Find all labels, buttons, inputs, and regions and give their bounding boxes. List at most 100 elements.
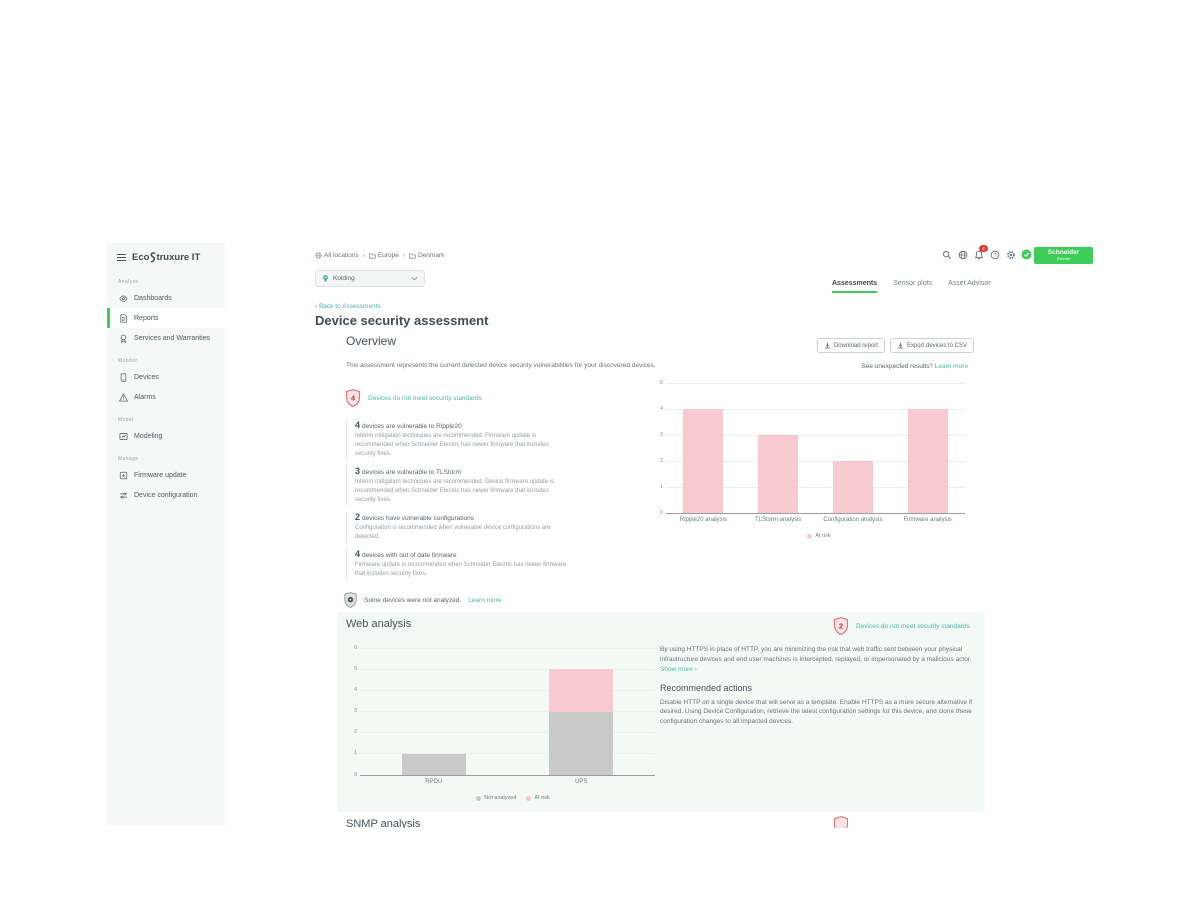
settings-gear-icon[interactable] bbox=[1005, 249, 1016, 260]
web-analysis-panel: Web analysis 2 Devices do not meet secur… bbox=[337, 612, 985, 812]
sidebar-item-modeling[interactable]: Modeling bbox=[107, 426, 225, 446]
page-title: Device security assessment bbox=[315, 313, 489, 328]
breadcrumb-item-europe[interactable]: Europe bbox=[369, 252, 399, 259]
gray-shield-icon bbox=[344, 592, 357, 608]
finding-count: 4 bbox=[355, 549, 361, 559]
overview-chart-xlabels: Ripple20 analysis TLStorm analysis Configu… bbox=[666, 517, 972, 525]
y-tick-label: 2 bbox=[353, 729, 357, 736]
help-icon[interactable]: ? bbox=[989, 249, 1000, 260]
location-selector-value: Kolding bbox=[333, 275, 355, 282]
language-globe-icon[interactable] bbox=[957, 249, 968, 260]
finding-devices-are-vulnerable-to-tlstorm: 3 devices are vulnerable to TLStorm Interi… bbox=[346, 466, 582, 505]
sidebar-item-alarms[interactable]: Alarms bbox=[107, 387, 225, 407]
sidebar-item-label: Devices bbox=[134, 373, 159, 381]
web-analysis-description: By using HTTPS in place of HTTP, you are… bbox=[660, 646, 972, 663]
finding-count: 3 bbox=[355, 466, 361, 476]
sidebar-item-reports[interactable]: Reports bbox=[107, 308, 225, 328]
modeling-icon bbox=[118, 432, 128, 441]
breadcrumb-item-all-locations[interactable]: All locations bbox=[315, 252, 359, 259]
web-analysis-security-badge: 2 Devices do not meet security standards bbox=[834, 617, 970, 635]
legend-dot bbox=[476, 795, 482, 801]
finding-description: Interim mitigation techniques are recomm… bbox=[355, 479, 555, 503]
y-tick-label: 5 bbox=[659, 379, 663, 386]
y-tick-label: 6 bbox=[353, 644, 357, 651]
y-tick-label: 5 bbox=[353, 665, 357, 672]
overview-badge-label[interactable]: Devices do not meet security standards bbox=[368, 394, 482, 402]
bar-at-risk-tlstorm-analysis bbox=[758, 435, 799, 513]
sidebar-item-label: Alarms bbox=[134, 393, 156, 401]
legend-dot bbox=[807, 533, 813, 539]
gridline bbox=[360, 689, 655, 691]
red-shield-icon: 4 bbox=[346, 389, 360, 407]
not-analyzed-learn-more-link[interactable]: Learn more bbox=[468, 596, 502, 604]
gridline bbox=[666, 460, 965, 462]
unexpected-learn-more-link[interactable]: Learn more bbox=[934, 363, 968, 370]
notifications-bell-icon[interactable]: 4 bbox=[973, 245, 988, 260]
overview-buttons: Download report Export devices to CSV bbox=[816, 338, 974, 353]
gridline bbox=[360, 753, 655, 755]
sidebar-item-services-and-warranties[interactable]: Services and Warranties bbox=[107, 328, 225, 348]
sidebar-item-device-configuration[interactable]: Device configuration bbox=[107, 485, 225, 505]
tab-bar: Assessments Sensor plots Asset Advisor bbox=[832, 280, 990, 293]
x-category-label: RPDU bbox=[425, 779, 443, 785]
firmware-icon bbox=[118, 471, 128, 480]
sidebar-nav: Analyze Dashboards Reports Services and War… bbox=[107, 269, 225, 505]
download-report-button[interactable]: Download report bbox=[816, 338, 885, 353]
breadcrumb-item-denmark[interactable]: Denmark bbox=[409, 252, 444, 259]
sidebar-item-devices[interactable]: Devices bbox=[107, 367, 225, 387]
overview-intro-text: This assessment represents the current d… bbox=[346, 362, 656, 369]
legend-item-at-risk: At risk bbox=[526, 795, 550, 801]
chevron-down-icon bbox=[411, 276, 418, 281]
hamburger-menu-icon[interactable] bbox=[117, 253, 126, 262]
services-icon bbox=[118, 334, 128, 343]
bar-not-analyzed-ups bbox=[549, 711, 614, 775]
export-csv-button[interactable]: Export devices to CSV bbox=[889, 338, 974, 353]
globe-icon bbox=[315, 252, 322, 259]
show-more-link[interactable]: Show more › bbox=[660, 665, 697, 673]
overview-security-badge: 4 Devices do not meet security standards bbox=[346, 389, 482, 407]
gridline bbox=[666, 486, 965, 488]
web-chart-xlabels: RPDU UPS bbox=[360, 779, 666, 787]
svg-text:4: 4 bbox=[351, 393, 356, 402]
alarms-icon bbox=[118, 392, 128, 402]
tab-asset-advisor[interactable]: Asset Advisor bbox=[948, 280, 991, 287]
search-icon[interactable] bbox=[941, 249, 952, 260]
sidebar-item-dashboards[interactable]: Dashboards bbox=[107, 288, 225, 308]
finding-devices-are-vulnerable-to-ripple20: 4 devices are vulnerable to Ripple20 Inter… bbox=[346, 420, 582, 459]
y-tick-label: 0 bbox=[659, 509, 663, 516]
finding-title: 3 devices are vulnerable to TLStorm bbox=[355, 466, 461, 476]
gridline bbox=[360, 732, 655, 734]
notification-count-badge: 4 bbox=[979, 245, 988, 252]
y-tick-label: 4 bbox=[353, 686, 357, 693]
gridline bbox=[360, 648, 655, 649]
schneider-logo-line1: Schneider bbox=[1047, 249, 1080, 256]
snmp-security-badge bbox=[834, 816, 848, 828]
reports-icon bbox=[118, 313, 128, 323]
web-chart-legend: Not analyzed At risk bbox=[360, 795, 666, 803]
back-to-assessments-link[interactable]: ‹ Back to Assessments bbox=[315, 303, 381, 310]
sidebar-item-firmware-update[interactable]: Firmware update bbox=[107, 465, 225, 485]
schneider-logo-line2: Electric bbox=[1056, 255, 1071, 261]
finding-count: 2 bbox=[355, 512, 361, 522]
overview-chart-legend: At risk bbox=[666, 533, 972, 541]
not-analyzed-text: Some devices were not analyzed. bbox=[364, 596, 462, 604]
ecostruxure-app-window: Eco truxure IT Analyze Dashboards Reports Se… bbox=[107, 243, 1093, 828]
gridline bbox=[360, 774, 655, 776]
overview-chart-plot: 0 1 2 3 4 5 bbox=[660, 380, 965, 516]
bar-not-analyzed-rpdu bbox=[401, 753, 466, 775]
status-check-avatar-icon[interactable] bbox=[1021, 249, 1032, 260]
overview-heading: Overview bbox=[346, 334, 397, 348]
tab-assessments[interactable]: Assessments bbox=[832, 280, 878, 293]
finding-title: 4 devices are vulnerable to Ripple20 bbox=[355, 420, 462, 430]
web-badge-label[interactable]: Devices do not meet security standards bbox=[856, 622, 970, 630]
dashboards-icon bbox=[118, 294, 128, 303]
x-category-label: Configuration analysis bbox=[823, 517, 883, 523]
bar-at-risk-ups bbox=[549, 669, 614, 712]
legend-item-at-risk: At risk bbox=[807, 533, 831, 539]
y-tick-label: 1 bbox=[353, 750, 357, 757]
bar-at-risk-configuration-analysis bbox=[832, 461, 873, 513]
schneider-electric-logo: Schneider Electric bbox=[1034, 247, 1093, 264]
folder-icon bbox=[409, 253, 416, 259]
location-selector[interactable]: Kolding bbox=[315, 270, 425, 287]
tab-sensor-plots[interactable]: Sensor plots bbox=[893, 280, 933, 287]
